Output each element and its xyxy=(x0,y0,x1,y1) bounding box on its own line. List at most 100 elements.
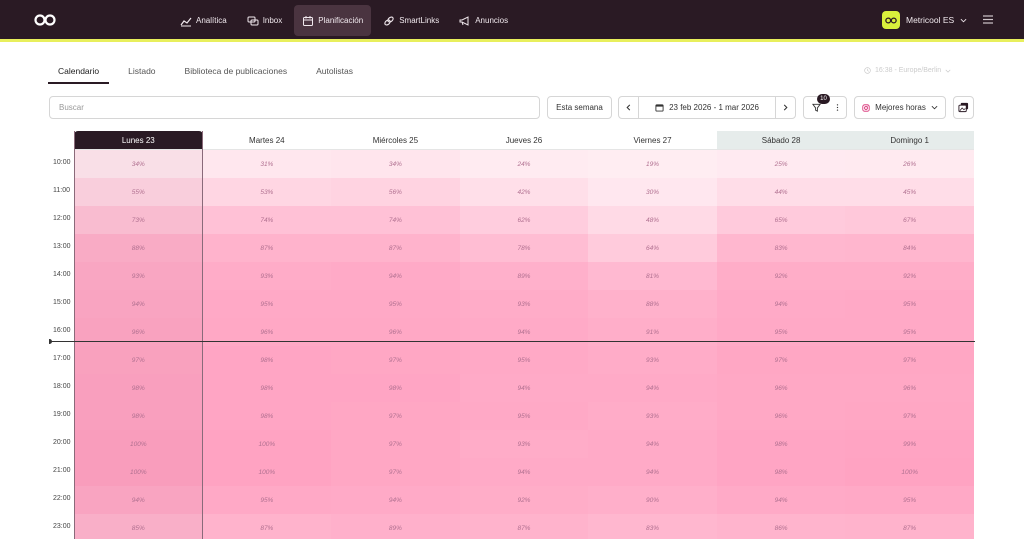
timezone-selector[interactable]: 16:38 - Europe/Berlin xyxy=(864,67,951,74)
time-slot-cell[interactable]: 85% xyxy=(74,514,203,539)
time-slot-cell[interactable]: 94% xyxy=(331,262,460,290)
time-slot-cell[interactable]: 81% xyxy=(588,262,717,290)
time-slot-cell[interactable]: 24% xyxy=(459,150,589,178)
hamburger-menu-icon[interactable] xyxy=(983,15,993,24)
time-slot-cell[interactable]: 67% xyxy=(845,206,974,234)
time-slot-cell[interactable]: 94% xyxy=(588,458,717,486)
time-slot-cell[interactable]: 100% xyxy=(74,458,203,486)
time-slot-cell[interactable]: 64% xyxy=(588,234,717,262)
time-slot-cell[interactable]: 98% xyxy=(716,458,846,486)
tab-listado[interactable]: Listado xyxy=(128,66,156,76)
time-slot-cell[interactable]: 73% xyxy=(74,206,203,234)
time-slot-cell[interactable]: 94% xyxy=(74,486,203,514)
time-slot-cell[interactable]: 86% xyxy=(716,514,846,539)
time-slot-cell[interactable]: 98% xyxy=(331,374,460,402)
time-slot-cell[interactable]: 87% xyxy=(845,514,974,539)
time-slot-cell[interactable]: 89% xyxy=(459,262,589,290)
day-header[interactable]: Jueves 26 xyxy=(459,131,589,150)
time-slot-cell[interactable]: 93% xyxy=(588,346,717,374)
time-slot-cell[interactable]: 87% xyxy=(331,234,460,262)
time-slot-cell[interactable]: 96% xyxy=(716,402,846,430)
time-slot-cell[interactable]: 95% xyxy=(331,290,460,318)
time-slot-cell[interactable]: 93% xyxy=(74,262,203,290)
nav-item-inbox[interactable]: Inbox xyxy=(239,5,291,36)
best-hours-select[interactable]: Mejores horas xyxy=(854,96,946,119)
time-slot-cell[interactable]: 96% xyxy=(845,374,974,402)
time-slot-cell[interactable]: 92% xyxy=(716,262,846,290)
time-slot-cell[interactable]: 83% xyxy=(716,234,846,262)
time-slot-cell[interactable]: 74% xyxy=(202,206,332,234)
time-slot-cell[interactable]: 100% xyxy=(202,458,332,486)
time-slot-cell[interactable]: 94% xyxy=(588,374,717,402)
time-slot-cell[interactable]: 48% xyxy=(588,206,717,234)
time-slot-cell[interactable]: 88% xyxy=(588,290,717,318)
time-slot-cell[interactable]: 93% xyxy=(459,290,589,318)
time-slot-cell[interactable]: 94% xyxy=(459,374,589,402)
time-slot-cell[interactable]: 94% xyxy=(716,290,846,318)
time-slot-cell[interactable]: 92% xyxy=(459,486,589,514)
search-input[interactable]: Buscar xyxy=(49,96,540,119)
next-week-button[interactable] xyxy=(775,97,795,118)
time-slot-cell[interactable]: 95% xyxy=(202,290,332,318)
time-slot-cell[interactable]: 97% xyxy=(74,346,203,374)
time-slot-cell[interactable]: 94% xyxy=(331,486,460,514)
time-slot-cell[interactable]: 89% xyxy=(331,514,460,539)
time-slot-cell[interactable]: 95% xyxy=(202,486,332,514)
time-slot-cell[interactable]: 56% xyxy=(331,178,460,206)
time-slot-cell[interactable]: 94% xyxy=(74,290,203,318)
time-slot-cell[interactable]: 98% xyxy=(716,430,846,458)
time-slot-cell[interactable]: 88% xyxy=(74,234,203,262)
time-slot-cell[interactable]: 87% xyxy=(202,514,332,539)
preview-button[interactable] xyxy=(953,96,974,119)
time-slot-cell[interactable]: 26% xyxy=(845,150,974,178)
time-slot-cell[interactable]: 97% xyxy=(716,346,846,374)
time-slot-cell[interactable]: 30% xyxy=(588,178,717,206)
time-slot-cell[interactable]: 93% xyxy=(459,430,589,458)
time-slot-cell[interactable]: 95% xyxy=(845,290,974,318)
time-slot-cell[interactable]: 31% xyxy=(202,150,332,178)
day-header[interactable]: Martes 24 xyxy=(202,131,332,150)
time-slot-cell[interactable]: 93% xyxy=(202,262,332,290)
time-slot-cell[interactable]: 94% xyxy=(716,486,846,514)
time-slot-cell[interactable]: 98% xyxy=(202,402,332,430)
time-slot-cell[interactable]: 53% xyxy=(202,178,332,206)
time-slot-cell[interactable]: 87% xyxy=(202,234,332,262)
time-slot-cell[interactable]: 78% xyxy=(459,234,589,262)
time-slot-cell[interactable]: 100% xyxy=(845,458,974,486)
time-slot-cell[interactable]: 97% xyxy=(845,346,974,374)
time-slot-cell[interactable]: 94% xyxy=(588,430,717,458)
time-slot-cell[interactable]: 97% xyxy=(331,430,460,458)
time-slot-cell[interactable]: 55% xyxy=(74,178,203,206)
time-slot-cell[interactable]: 97% xyxy=(331,402,460,430)
time-slot-cell[interactable]: 95% xyxy=(845,486,974,514)
time-slot-cell[interactable]: 74% xyxy=(331,206,460,234)
time-slot-cell[interactable]: 100% xyxy=(202,430,332,458)
time-slot-cell[interactable]: 94% xyxy=(459,458,589,486)
time-slot-cell[interactable]: 100% xyxy=(74,430,203,458)
time-slot-cell[interactable]: 98% xyxy=(202,374,332,402)
time-slot-cell[interactable]: 62% xyxy=(459,206,589,234)
metricool-logo-icon[interactable] xyxy=(34,13,56,27)
nav-item-anuncios[interactable]: Anuncios xyxy=(451,5,516,36)
time-slot-cell[interactable]: 92% xyxy=(845,262,974,290)
time-slot-cell[interactable]: 98% xyxy=(202,346,332,374)
time-slot-cell[interactable]: 34% xyxy=(74,150,203,178)
account-switcher[interactable]: Metricool ES xyxy=(882,11,967,29)
time-slot-cell[interactable]: 97% xyxy=(331,346,460,374)
tab-autolistas[interactable]: Autolistas xyxy=(316,66,353,76)
day-header[interactable]: Lunes 23 xyxy=(74,131,203,150)
date-range-display[interactable]: 23 feb 2026 - 1 mar 2026 xyxy=(655,103,759,112)
time-slot-cell[interactable]: 83% xyxy=(588,514,717,539)
day-header[interactable]: Miércoles 25 xyxy=(331,131,460,150)
tab-biblioteca[interactable]: Biblioteca de publicaciones xyxy=(184,66,288,76)
time-slot-cell[interactable]: 45% xyxy=(845,178,974,206)
time-slot-cell[interactable]: 97% xyxy=(331,458,460,486)
time-slot-cell[interactable]: 96% xyxy=(716,374,846,402)
day-header[interactable]: Viernes 27 xyxy=(588,131,717,150)
this-week-button[interactable]: Esta semana xyxy=(547,96,612,119)
time-slot-cell[interactable]: 93% xyxy=(588,402,717,430)
nav-item-planificacion[interactable]: Planificación xyxy=(294,5,372,36)
time-slot-cell[interactable]: 87% xyxy=(459,514,589,539)
time-slot-cell[interactable]: 95% xyxy=(459,402,589,430)
nav-item-smartlinks[interactable]: SmartLinks xyxy=(375,5,447,36)
